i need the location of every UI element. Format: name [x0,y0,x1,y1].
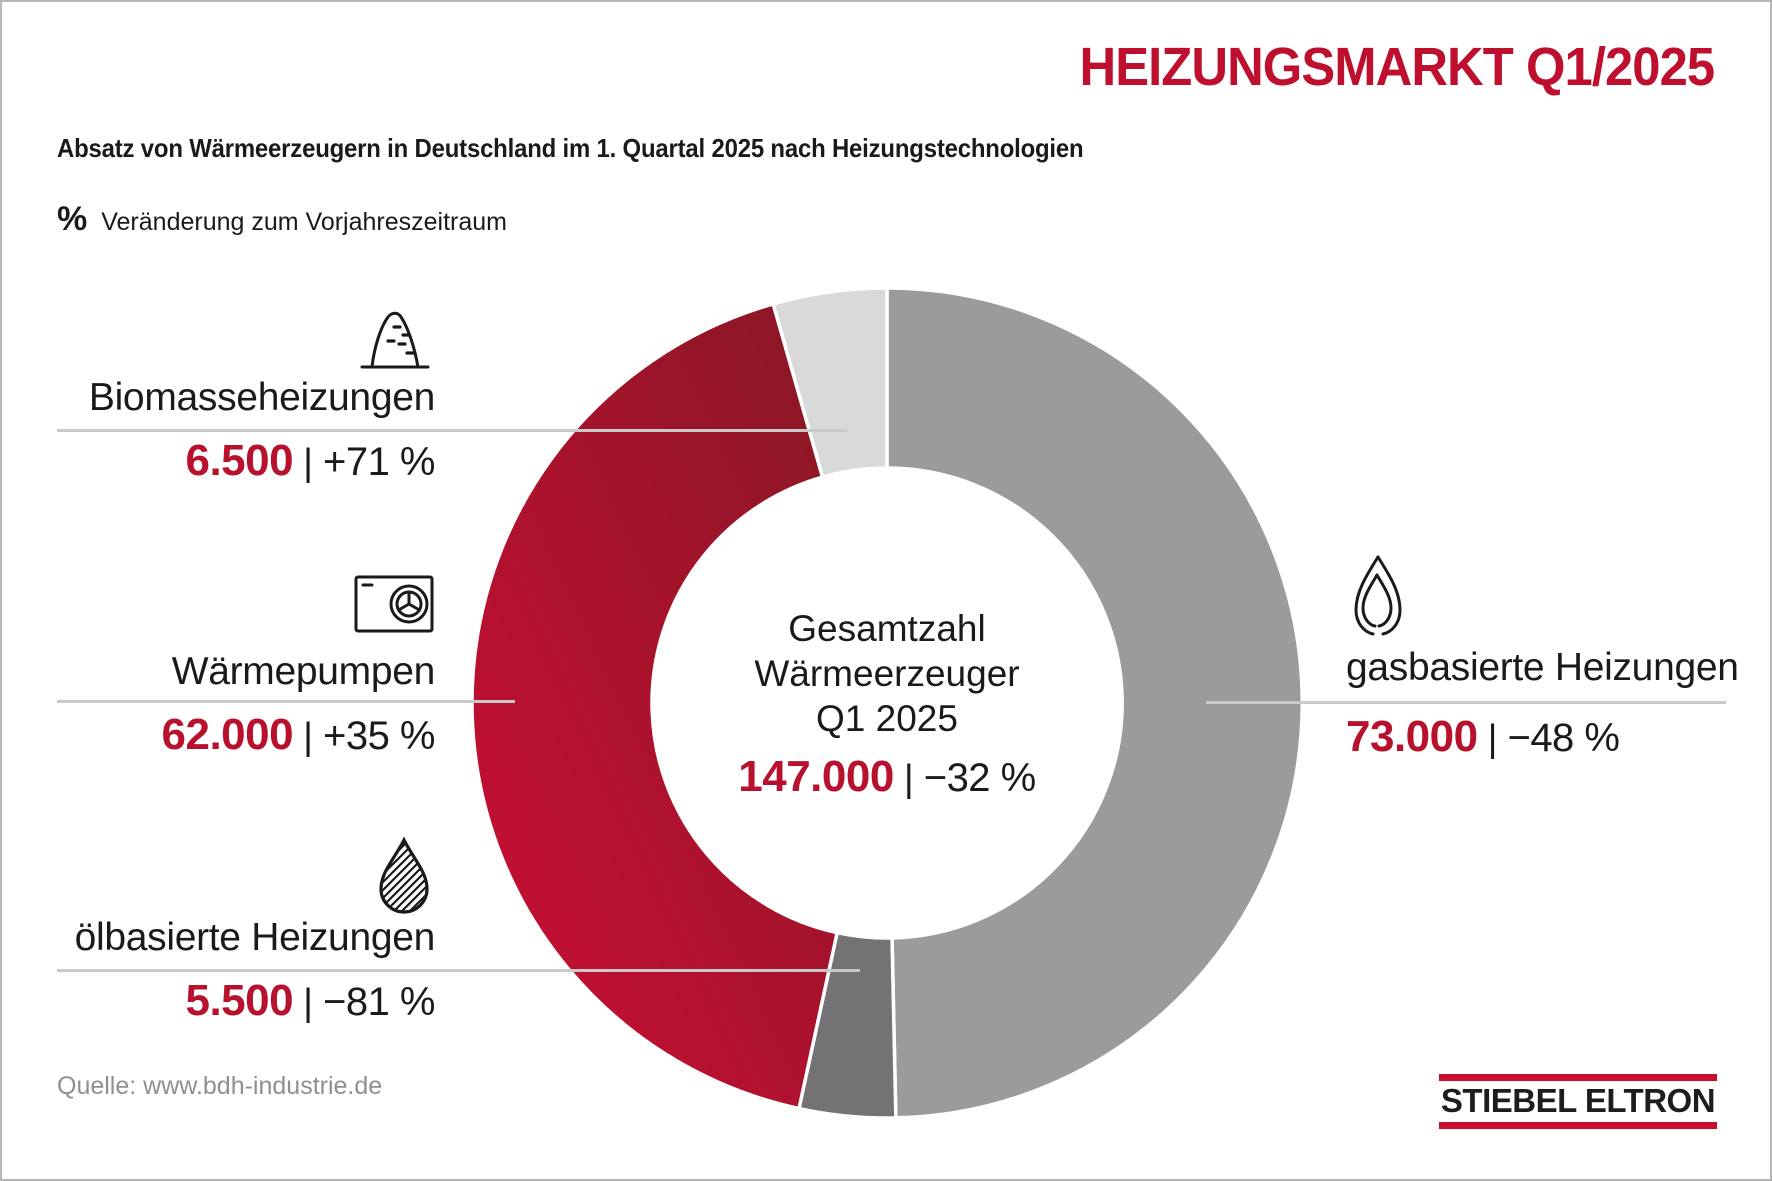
value-oelbasierte-heizungen: 5.500 | −81 % [42,976,435,1026]
oil-units: 5.500 [185,976,294,1025]
donut-segment-2 [470,301,840,1111]
center-line-2: Wärmeerzeuger [754,653,1020,694]
leader-line-heatpumps [57,700,515,703]
gas-flame-icon [1346,554,1410,645]
percent-symbol: % [57,200,88,238]
donut-center-title: Gesamtzahl Wärmeerzeuger Q1 2025 [637,606,1137,741]
label-gasbasierte-heizungen: gasbasierte Heizungen [1346,646,1739,689]
biomass-change: +71 % [322,440,436,484]
label-waermepumpen: Wärmepumpen [171,650,436,693]
logo-bar-top [1439,1074,1717,1081]
oil-change: −81 % [322,980,436,1024]
oil-drop-icon [42,836,435,921]
leader-line-gas [1206,701,1726,704]
heatpump-change: +35 % [322,714,436,758]
center-line-1: Gesamtzahl [788,608,986,649]
stiebel-eltron-logo: STIEBEL ELTRON [1439,1074,1717,1129]
leader-line-oil [57,969,860,972]
unit-note: Veränderung zum Vorjahreszeitraum [101,208,508,236]
gas-change: −48 % [1507,716,1620,760]
logo-text: STIEBEL ELTRON [1440,1082,1716,1119]
donut-segment-0 [885,286,1304,1120]
source-note: Quelle: www.bdh-industrie.de [57,1072,383,1100]
divider: | [303,716,313,758]
divider: | [303,442,313,484]
label-biomasseheizungen: Biomasseheizungen [88,376,435,419]
divider: | [1487,718,1498,760]
value-waermepumpen: 62.000 | +35 % [42,710,436,760]
value-biomasseheizungen: 6.500 | +71 % [42,436,435,486]
total-change: −32 % [923,756,1037,800]
biomass-units: 6.500 [185,436,294,485]
biomass-pile-icon [42,304,435,377]
value-gasbasierte-heizungen: 73.000 | −48 % [1346,712,1746,762]
gas-units: 73.000 [1346,712,1478,761]
heatpump-units: 62.000 [161,710,294,759]
heat-pump-icon [42,572,435,641]
divider: | [903,758,914,800]
unit-note-row: % Veränderung zum Vorjahreszeitraum [57,200,507,239]
chart-subtitle: Absatz von Wärmeerzeugern in Deutschland… [57,133,1084,163]
logo-bar-bottom [1439,1122,1717,1129]
page-title: HEIZUNGSMARKT Q1/2025 [1079,37,1715,97]
label-oelbasierte-heizungen: ölbasierte Heizungen [74,916,436,959]
total-units: 147.000 [738,752,894,801]
donut-segment-3 [771,286,889,480]
donut-center-total: 147.000 | −32 % [637,752,1137,802]
leader-line-biomass [57,429,847,432]
divider: | [303,982,313,1024]
center-line-3: Q1 2025 [816,698,958,739]
